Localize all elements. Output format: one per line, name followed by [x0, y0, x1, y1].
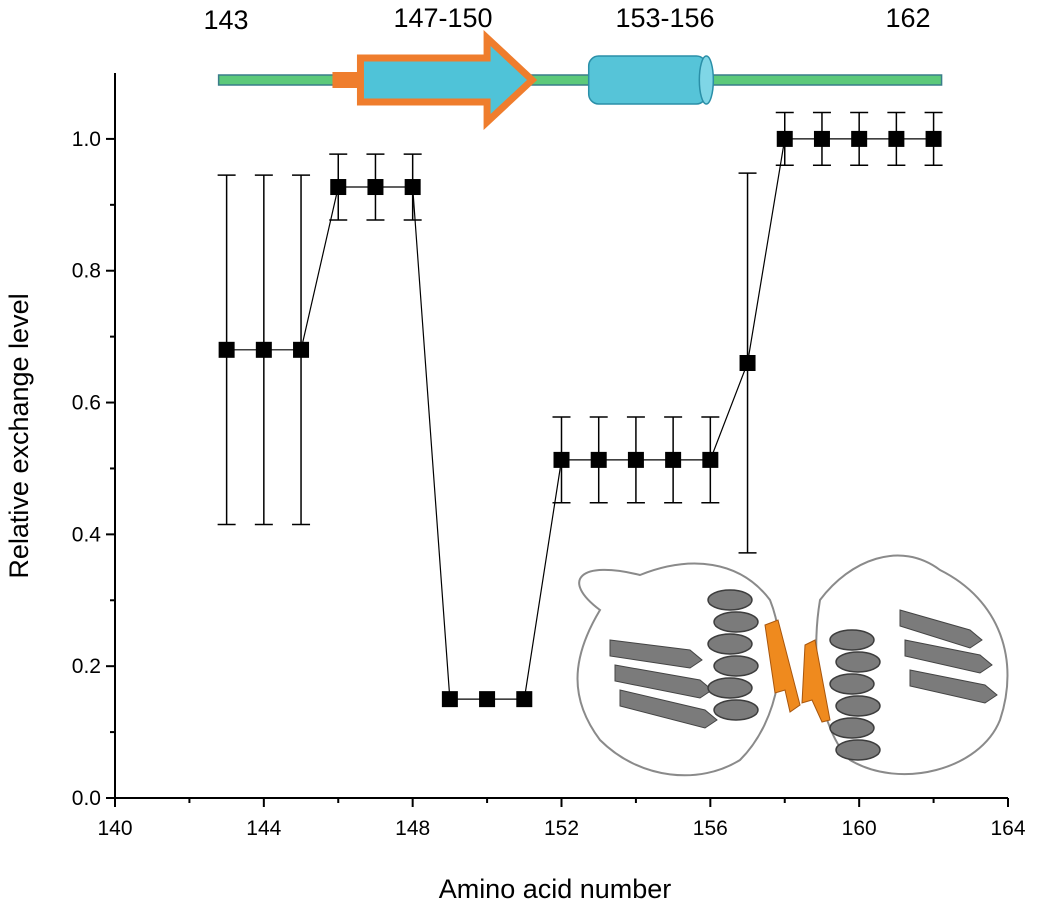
data-point-3	[330, 179, 347, 196]
protein-right-helix-turn-4	[829, 717, 875, 739]
interface-strand-right	[801, 639, 831, 723]
protein-left-helix-turn-5	[713, 699, 759, 721]
protein-right-helix-turn-5	[835, 739, 881, 761]
region-label-start: 143	[203, 5, 248, 35]
region-label-strand: 147-150	[393, 3, 492, 33]
protein-left-strand-1	[614, 664, 713, 699]
data-point-10	[590, 451, 607, 468]
x-tick-label-6: 164	[990, 817, 1025, 840]
y-tick-label-2: 0.4	[72, 523, 102, 546]
protein-left-helix-turn-1	[713, 611, 759, 633]
x-tick-label-2: 148	[395, 817, 430, 840]
data-point-13	[702, 451, 719, 468]
data-point-2	[293, 341, 310, 358]
data-point-11	[627, 451, 644, 468]
protein-right-strand-1	[904, 639, 993, 674]
protein-right-helix-turn-0	[829, 629, 875, 651]
data-point-4	[367, 179, 384, 196]
protein-left-helix-turn-2	[707, 633, 753, 655]
x-tick-label-5: 160	[842, 817, 877, 840]
protein-dimer-inset	[576, 554, 1009, 777]
x-tick-label-3: 152	[544, 817, 579, 840]
y-axis-title: Relative exchange level	[4, 293, 34, 578]
protein-left-helix-turn-0	[707, 589, 753, 611]
y-tick-label-3: 0.6	[72, 392, 101, 415]
secondary-structure-diagram	[217, 29, 943, 131]
data-point-9	[553, 451, 570, 468]
region-label-helix: 153-156	[615, 3, 714, 33]
protein-left-helix-turn-3	[713, 655, 759, 677]
x-axis-title: Amino acid number	[439, 874, 672, 904]
protein-right-helix-turn-2	[829, 673, 875, 695]
interface-strand-left	[764, 619, 801, 713]
data-point-1	[255, 341, 272, 358]
data-series	[217, 111, 943, 708]
y-tick-label-5: 1.0	[72, 128, 101, 151]
data-point-8	[516, 691, 533, 708]
y-tick-label-1: 0.2	[72, 655, 101, 678]
region-label-end: 162	[885, 3, 930, 33]
data-point-19	[925, 130, 942, 147]
data-point-6	[441, 691, 458, 708]
protein-right-strand-2	[909, 669, 998, 704]
protein-left-helix-turn-4	[707, 677, 753, 699]
y-tick-label-0: 0.0	[72, 787, 101, 810]
protein-left-strand-0	[609, 639, 703, 669]
series-line	[226, 138, 934, 700]
x-tick-label-1: 144	[246, 817, 281, 840]
y-tick-label-4: 0.8	[72, 260, 101, 283]
protein-right-helix-turn-1	[835, 651, 881, 673]
data-point-18	[888, 130, 905, 147]
x-axis-ticks: 140 144 148 152 156 160 164	[97, 798, 1026, 840]
protein-right-helix-turn-3	[835, 695, 881, 717]
data-point-16	[813, 130, 830, 147]
x-tick-label-0: 140	[97, 817, 132, 840]
data-point-15	[776, 130, 793, 147]
y-axis-ticks: 0.0 0.2 0.4 0.6 0.8 1.0	[72, 128, 115, 810]
protein-right-strand-0	[899, 609, 983, 649]
data-point-5	[404, 179, 421, 196]
data-point-0	[218, 341, 235, 358]
data-point-12	[665, 451, 682, 468]
alpha-helix-cap	[698, 55, 715, 105]
alpha-helix-cylinder	[587, 55, 708, 105]
x-tick-label-4: 156	[693, 817, 728, 840]
coil-line	[217, 74, 943, 86]
data-point-7	[479, 691, 496, 708]
protein-left-strand-2	[619, 689, 718, 729]
beta-strand-arrow	[356, 29, 538, 131]
data-point-17	[851, 130, 868, 147]
data-point-14	[739, 355, 756, 371]
